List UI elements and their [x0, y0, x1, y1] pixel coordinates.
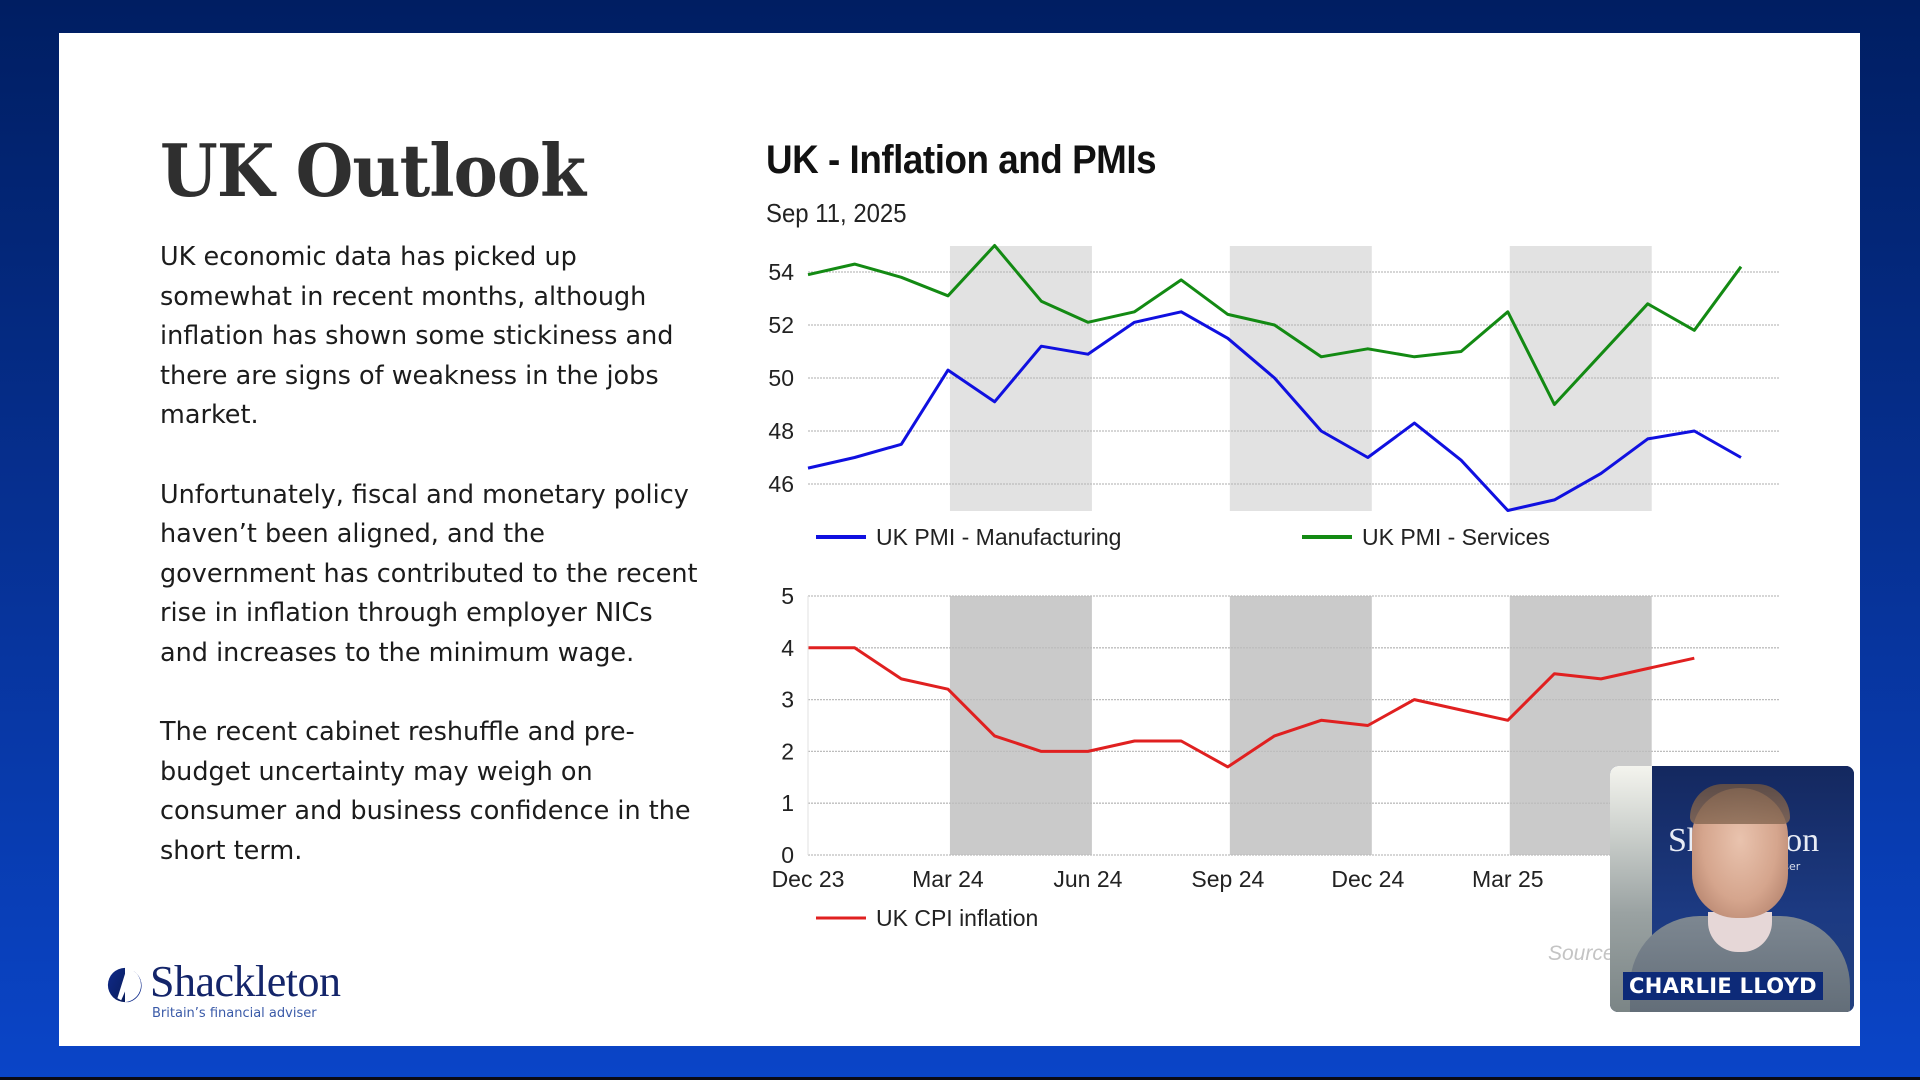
cpi-chart: 0 1 2 3 4 5 Dec 23 Mar 24 Jun 24 Sep 24 Dec 24 Mar …: [772, 583, 1780, 931]
chart-date: Sep 11, 2025: [766, 198, 907, 228]
presenter-webcam: Shackleton adviser CHARLIE LLOYD: [1610, 766, 1854, 1012]
presenter-hair: [1690, 784, 1790, 824]
paragraph-reshuffle: The recent cabinet reshuffle and pre-bud…: [160, 717, 691, 866]
pmi-chart: 46 48 50 52 54 UK PMI - Manufacturing UK PMI -…: [768, 244, 1780, 550]
pmi-y-tick-label: 48: [768, 418, 794, 444]
cpi-y-tick-label: 3: [781, 687, 794, 713]
logo-mark-icon: [107, 967, 142, 1003]
chart-title: UK - Inflation and PMIs: [766, 138, 1157, 182]
cpi-y-tick-label: 4: [781, 635, 794, 661]
presenter-name-tag: CHARLIE LLOYD: [1623, 972, 1823, 1000]
cpi-x-tick-label: Dec 24: [1331, 866, 1404, 892]
cpi-x-tick-label: Mar 25: [1472, 866, 1544, 892]
pmi-y-tick-label: 54: [768, 259, 794, 285]
cpi-y-tick-label: 1: [781, 790, 794, 816]
pmi-y-tick-label: 52: [768, 312, 794, 338]
slide-body: UK economic data has picked up somewhat …: [160, 238, 700, 911]
paragraph-data-pickup: UK economic data has picked up somewhat …: [160, 242, 674, 431]
screen-bottom-edge: [0, 1077, 1920, 1080]
slide: [59, 33, 1860, 1046]
cpi-shaded-period: [1229, 596, 1372, 855]
cpi-x-tick-label: Mar 24: [912, 866, 984, 892]
cpi-y-tick-label: 0: [781, 842, 794, 868]
source-label: Source: [1548, 942, 1615, 965]
paragraph-policy: Unfortunately, fiscal and monetary polic…: [160, 479, 698, 668]
cpi-series-line-0: [808, 646, 1695, 769]
cpi-shaded-period: [949, 596, 1092, 855]
pmi-legend-label: UK PMI - Manufacturing: [876, 524, 1121, 550]
cpi-x-tick-label: Dec 23: [772, 866, 845, 892]
pmi-y-tick-label: 46: [768, 471, 794, 497]
logo-tagline: Britain’s financial adviser: [152, 1006, 317, 1021]
pmi-legend-label: UK PMI - Services: [1362, 524, 1550, 550]
slide-title: UK Outlook: [160, 128, 586, 213]
cpi-x-tick-label: Sep 24: [1191, 866, 1264, 892]
cpi-y-tick-label: 5: [781, 583, 794, 609]
cpi-x-tick-label: Jun 24: [1053, 866, 1122, 892]
cpi-legend-label: UK CPI inflation: [876, 905, 1038, 931]
cpi-y-tick-label: 2: [781, 738, 794, 764]
logo-name: Shackleton: [150, 957, 341, 1006]
pmi-y-tick-label: 50: [768, 365, 794, 391]
